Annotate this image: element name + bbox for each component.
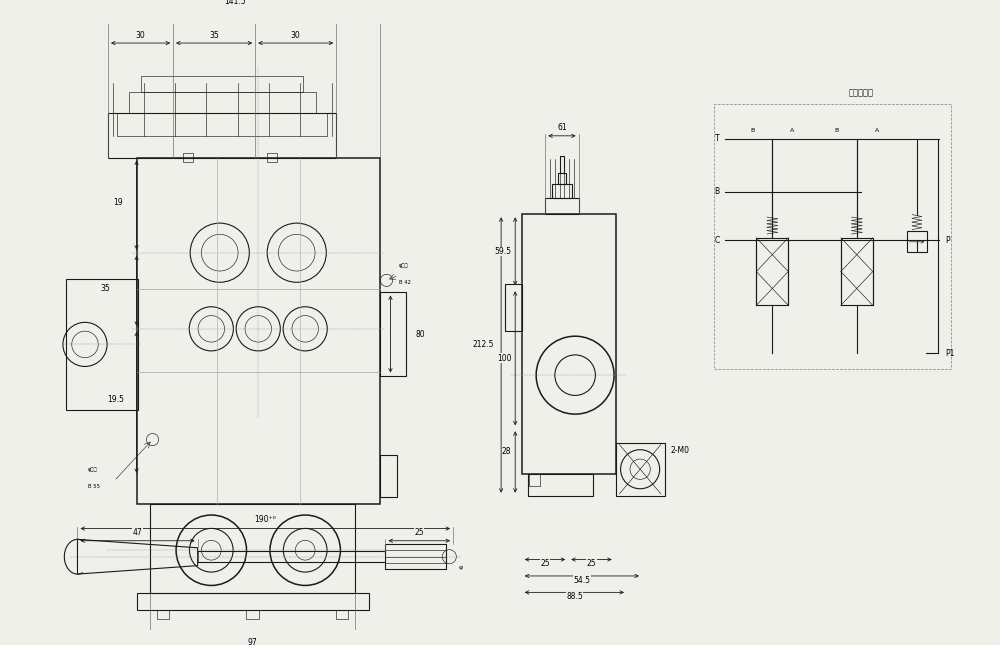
Text: B: B [715,187,720,196]
Text: 80: 80 [416,330,425,339]
Bar [246,610,259,619]
Bar [66,279,138,410]
Bar [137,593,369,610]
Text: T: T [715,134,720,143]
Bar [505,284,522,331]
Bar [714,104,951,369]
Text: 35: 35 [209,31,219,40]
Text: 30: 30 [291,31,301,40]
Bar [336,610,348,619]
Text: 25: 25 [414,528,424,537]
Bar [137,157,380,504]
Text: 25: 25 [587,559,596,568]
Text: 25: 25 [540,559,550,568]
Bar [380,455,397,497]
Bar [756,238,788,305]
Bar [616,442,665,495]
Bar [552,184,572,198]
Text: 19: 19 [113,198,123,207]
Text: φ: φ [459,565,463,570]
Text: A: A [875,128,879,133]
Text: 190⁺⁰: 190⁺⁰ [254,515,276,524]
Bar [529,473,540,486]
Text: B 42: B 42 [399,280,411,285]
Bar [907,232,927,252]
Bar [129,92,316,113]
Bar [117,113,327,136]
Text: φ螺孔: φ螺孔 [88,467,97,471]
Bar [141,76,303,92]
Text: 100: 100 [497,354,511,362]
Bar [558,173,566,184]
Text: 35: 35 [101,284,110,293]
Text: 2-M0: 2-M0 [670,446,689,455]
Text: 47: 47 [133,528,142,537]
Text: 61: 61 [557,123,567,132]
Bar [560,157,564,173]
Text: 28: 28 [502,446,511,455]
Text: P: P [945,236,950,245]
Text: 88.5: 88.5 [566,592,583,601]
Text: φ螺孔: φ螺孔 [399,263,408,268]
Text: B: B [750,128,754,133]
Text: 19.5: 19.5 [107,395,124,404]
Bar [385,544,446,570]
Text: A: A [790,128,794,133]
Text: 30: 30 [136,31,145,40]
Text: 54.5: 54.5 [573,576,590,585]
Bar [841,238,873,305]
Bar [380,292,406,375]
Text: 59.5: 59.5 [494,247,511,256]
Bar [157,610,169,619]
Bar [545,198,579,214]
Bar [108,113,336,157]
Text: B 55: B 55 [88,484,100,489]
Bar [528,473,593,495]
Text: 141.5: 141.5 [224,0,245,6]
Bar [150,504,355,593]
Text: 212.5: 212.5 [472,339,494,348]
Bar [183,154,193,162]
Text: C: C [714,236,720,245]
Bar [267,154,277,162]
Bar [522,214,616,473]
Text: 97: 97 [248,638,257,645]
Text: 液压原理图: 液压原理图 [848,88,873,97]
Text: B: B [835,128,839,133]
Text: P1: P1 [945,348,954,357]
